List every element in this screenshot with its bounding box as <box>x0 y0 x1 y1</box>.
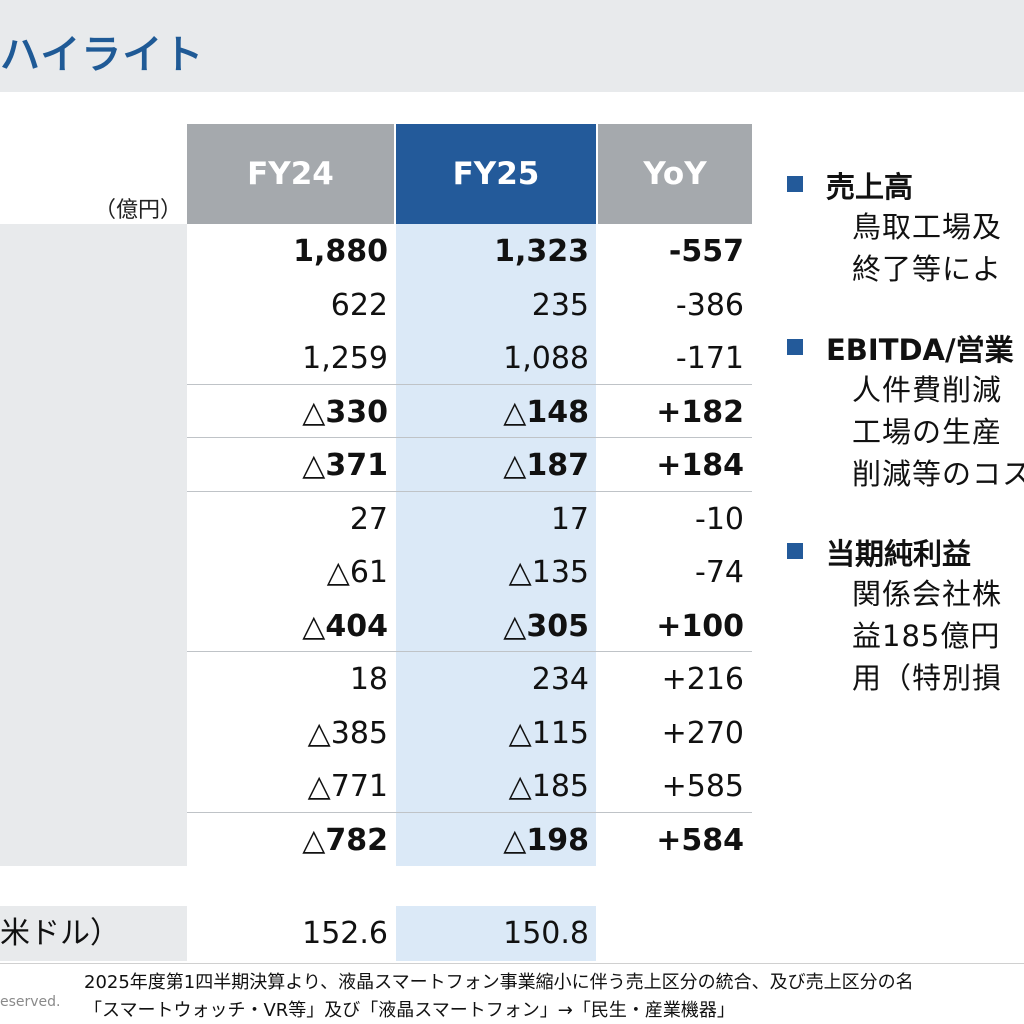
fx-fy24-value: 152.6 <box>302 916 388 951</box>
highlight-line: 鳥取工場及 <box>852 210 1003 244</box>
table-row: △330 △148 +182 <box>187 386 752 440</box>
table-row: △782 △198 +584 <box>187 814 752 868</box>
table-row: 27 17 -10 <box>187 493 752 547</box>
fy24-value: △385 <box>307 715 388 751</box>
fy25-value: △185 <box>508 769 589 804</box>
table-row: △385 △115 +270 <box>187 707 752 761</box>
highlight-line: 関係会社株 <box>852 577 1003 611</box>
fy25-value: △135 <box>508 555 589 590</box>
yoy-value: +184 <box>656 448 744 483</box>
fy24-value: △371 <box>302 448 388 483</box>
yoy-value: +216 <box>661 662 744 697</box>
table-row: △61 △135 -74 <box>187 546 752 600</box>
fy25-value: 1,323 <box>494 234 589 269</box>
table-divider <box>187 384 752 385</box>
fy25-value: 17 <box>550 501 589 537</box>
header-fy25: FY25 <box>396 124 596 224</box>
table-divider <box>187 812 752 813</box>
fy24-value: △771 <box>307 769 388 804</box>
yoy-value: -10 <box>695 501 744 537</box>
highlight-line: 用（特別損 <box>852 661 1003 695</box>
bullet-square-icon <box>787 339 803 355</box>
table-row: △404 △305 +100 <box>187 600 752 654</box>
bullet-square-icon <box>787 176 803 192</box>
yoy-value: -386 <box>675 287 744 323</box>
fy24-value: 1,880 <box>293 234 388 269</box>
fx-label-band <box>0 906 187 961</box>
header-fy24: FY24 <box>187 124 394 224</box>
footnote: 「スマートウォッチ・VR等」及び「液晶スマートフォン」→「民生・産業機器」 <box>84 1000 735 1021</box>
fy24-value: 18 <box>349 662 388 697</box>
table-row: 1,259 1,088 -171 <box>187 332 752 386</box>
fy24-value: △782 <box>302 822 388 858</box>
highlight-line: 工場の生産 <box>852 415 1003 449</box>
fy25-value: 1,088 <box>503 341 589 376</box>
footnote: 2025年度第1四半期決算より、液晶スマートフォン事業縮小に伴う売上区分の統合、… <box>84 972 914 993</box>
fy25-value: △148 <box>503 394 589 430</box>
yoy-value: -74 <box>695 555 744 590</box>
fy24-value: △404 <box>302 608 388 644</box>
yoy-value: +584 <box>656 822 744 858</box>
fy25-value: △198 <box>503 822 589 858</box>
table-divider <box>187 651 752 652</box>
fx-rate-row: 152.6 150.8 <box>187 907 752 961</box>
fy24-value: 27 <box>349 501 388 537</box>
highlight-heading: EBITDA/営業 <box>826 333 1014 367</box>
row-label-column <box>0 224 187 866</box>
unit-label: （億円） <box>94 198 183 223</box>
yoy-value: +585 <box>661 769 744 804</box>
table-row: 18 234 +216 <box>187 653 752 707</box>
fx-fy25-value: 150.8 <box>503 916 589 951</box>
yoy-value: +270 <box>661 715 744 751</box>
fy25-value: 235 <box>531 287 589 323</box>
fy24-value: 622 <box>330 287 388 323</box>
fy25-value: △115 <box>508 715 589 751</box>
table-row: △371 △187 +184 <box>187 439 752 493</box>
yoy-value: -171 <box>675 341 744 376</box>
title-band <box>0 0 1024 92</box>
fx-fy25-band <box>396 906 596 961</box>
yoy-value: -557 <box>668 234 744 269</box>
table-row: 1,880 1,323 -557 <box>187 225 752 279</box>
copyright-text: eserved. <box>0 994 61 1010</box>
highlight-line: 益185億円 <box>852 619 1001 653</box>
fy24-value: △330 <box>302 394 388 430</box>
yoy-value: +100 <box>656 608 744 644</box>
fx-rate-label: 米ドル） <box>0 916 120 951</box>
footer-separator <box>0 963 1024 964</box>
page-title: ハイライト <box>0 32 205 78</box>
table-row: △771 △185 +585 <box>187 760 752 814</box>
bullet-square-icon <box>787 543 803 559</box>
table-divider <box>187 437 752 438</box>
fy24-value: △61 <box>326 555 388 590</box>
header-yoy: YoY <box>598 124 752 224</box>
highlight-line: 人件費削減 <box>852 373 1003 407</box>
fy25-value: 234 <box>531 662 589 697</box>
highlight-line: 削減等のコス <box>852 457 1024 491</box>
highlight-heading: 当期純利益 <box>826 537 972 571</box>
yoy-value: +182 <box>656 394 744 430</box>
fy25-value: △187 <box>503 448 589 483</box>
table-divider <box>187 491 752 492</box>
fy25-value: △305 <box>503 608 589 644</box>
table-row: 622 235 -386 <box>187 279 752 333</box>
fy24-value: 1,259 <box>302 341 388 376</box>
highlight-heading: 売上高 <box>826 170 914 204</box>
highlight-line: 終了等によ <box>852 252 1003 286</box>
fy25-column-highlight <box>396 224 596 866</box>
